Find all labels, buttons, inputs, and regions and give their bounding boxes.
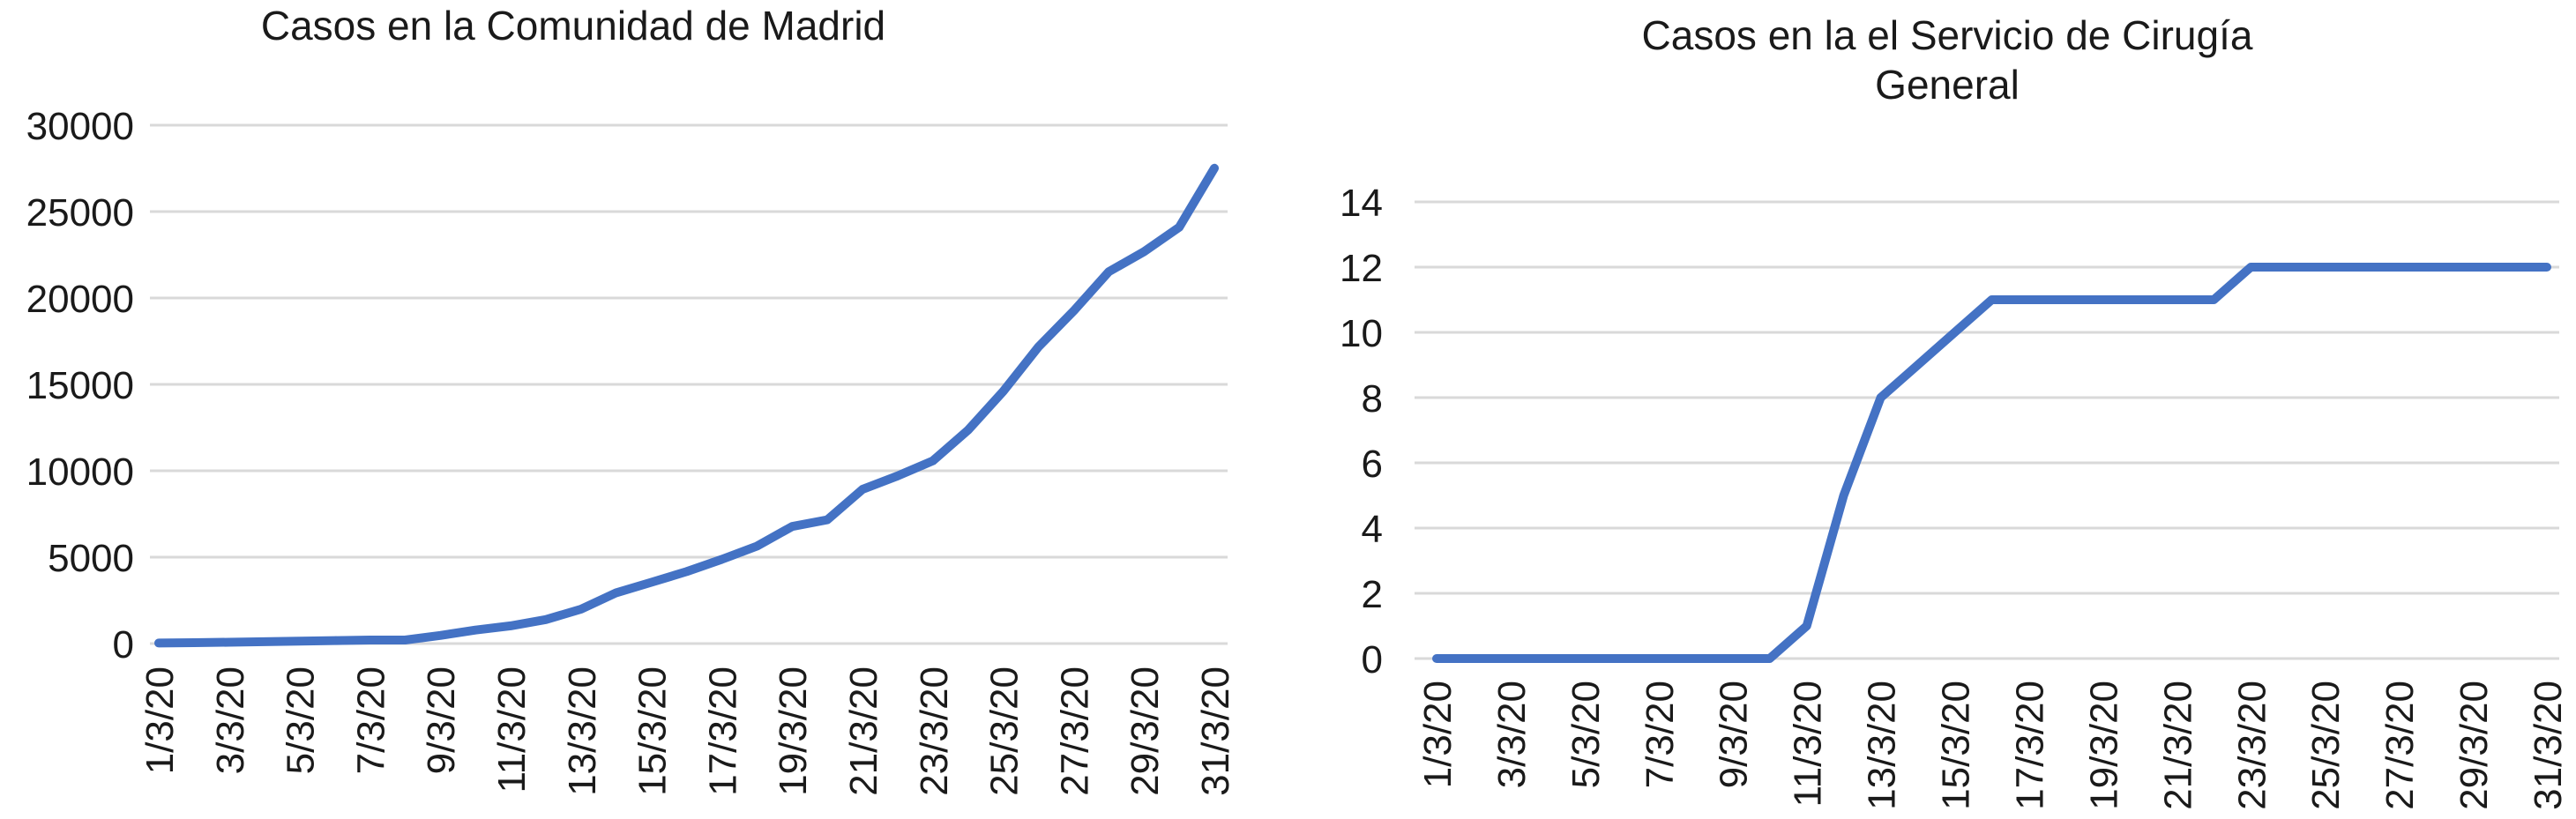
madrid-cases-chart: Casos en la Comunidad de Madrid 0 5000 100… xyxy=(26,3,1237,796)
y-axis-tick-label: 10 xyxy=(1340,312,1383,355)
surgery-chart-title-line1: Casos en la el Servicio de Cirugía xyxy=(1642,12,2253,58)
x-axis-tick-label: 21/3/20 xyxy=(842,666,885,796)
x-axis-tick-label: 29/3/20 xyxy=(2453,681,2496,810)
x-axis-tick-label: 27/3/20 xyxy=(1053,666,1096,796)
data-series-line xyxy=(154,163,1219,648)
surgery-cases-chart: Casos en la el Servicio de Cirugía Gener… xyxy=(1340,12,2570,810)
y-axis-tick-label: 4 xyxy=(1362,508,1383,551)
x-axis-tick-label: 7/3/20 xyxy=(1639,681,1682,788)
x-axis-tick-label: 31/3/20 xyxy=(2527,681,2570,810)
surgery-chart-y-axis-labels: 0 2 4 6 8 10 12 14 xyxy=(1340,182,1383,681)
x-axis-tick-label: 29/3/20 xyxy=(1124,666,1167,796)
x-axis-tick-label: 11/3/20 xyxy=(1787,681,1830,808)
x-axis-tick-label: 17/3/20 xyxy=(701,666,744,796)
x-axis-tick-label: 13/3/20 xyxy=(1861,681,1904,810)
y-axis-tick-label: 15000 xyxy=(26,364,134,407)
y-axis-tick-label: 0 xyxy=(1362,638,1383,681)
x-axis-tick-label: 23/3/20 xyxy=(913,666,956,796)
x-axis-tick-label: 7/3/20 xyxy=(349,666,392,774)
madrid-chart-series xyxy=(154,163,1219,648)
y-axis-tick-label: 30000 xyxy=(26,105,134,148)
surgery-chart-series xyxy=(1432,263,2551,663)
x-axis-tick-label: 1/3/20 xyxy=(138,666,182,774)
madrid-chart-y-axis-labels: 0 5000 10000 15000 20000 25000 30000 xyxy=(26,105,134,666)
x-axis-tick-label: 11/3/20 xyxy=(490,666,534,793)
x-axis-tick-label: 21/3/20 xyxy=(2156,681,2199,810)
x-axis-tick-label: 3/3/20 xyxy=(209,666,252,774)
y-axis-tick-label: 12 xyxy=(1340,247,1383,290)
x-axis-tick-label: 13/3/20 xyxy=(561,666,604,796)
madrid-chart-x-axis-labels: 1/3/20 3/3/20 5/3/20 7/3/20 9/3/20 11/3/20 13/… xyxy=(138,666,1237,796)
x-axis-tick-label: 19/3/20 xyxy=(772,666,815,796)
x-axis-tick-label: 9/3/20 xyxy=(420,666,463,774)
madrid-chart-gridlines xyxy=(150,123,1228,645)
x-axis-tick-label: 3/3/20 xyxy=(1490,681,1534,788)
x-axis-tick-label: 5/3/20 xyxy=(280,666,323,774)
x-axis-tick-label: 9/3/20 xyxy=(1713,681,1756,788)
y-axis-tick-label: 10000 xyxy=(26,450,134,494)
x-axis-tick-label: 31/3/20 xyxy=(1194,666,1237,796)
x-axis-tick-label: 5/3/20 xyxy=(1564,681,1608,788)
y-axis-tick-label: 6 xyxy=(1362,443,1383,486)
surgery-chart-title-line2: General xyxy=(1875,62,2020,108)
y-axis-tick-label: 8 xyxy=(1362,377,1383,421)
y-axis-tick-label: 25000 xyxy=(26,191,134,235)
y-axis-tick-label: 14 xyxy=(1340,182,1383,225)
x-axis-tick-label: 19/3/20 xyxy=(2082,681,2125,810)
x-axis-tick-label: 23/3/20 xyxy=(2230,681,2274,810)
x-axis-tick-label: 27/3/20 xyxy=(2378,681,2422,810)
x-axis-tick-label: 25/3/20 xyxy=(983,666,1027,796)
madrid-chart-title: Casos en la Comunidad de Madrid xyxy=(261,3,885,48)
y-axis-tick-label: 20000 xyxy=(26,278,134,321)
y-axis-tick-label: 2 xyxy=(1362,573,1383,616)
y-axis-tick-label: 5000 xyxy=(48,537,134,580)
data-series-line xyxy=(1432,263,2551,663)
x-axis-tick-label: 17/3/20 xyxy=(2008,681,2051,810)
x-axis-tick-label: 15/3/20 xyxy=(631,666,675,796)
x-axis-tick-label: 1/3/20 xyxy=(1416,681,1460,788)
x-axis-tick-label: 25/3/20 xyxy=(2304,681,2348,810)
surgery-chart-x-axis-labels: 1/3/20 3/3/20 5/3/20 7/3/20 9/3/20 11/3/20 13/… xyxy=(1416,681,2570,810)
x-axis-tick-label: 15/3/20 xyxy=(1935,681,1978,810)
y-axis-tick-label: 0 xyxy=(113,623,134,666)
